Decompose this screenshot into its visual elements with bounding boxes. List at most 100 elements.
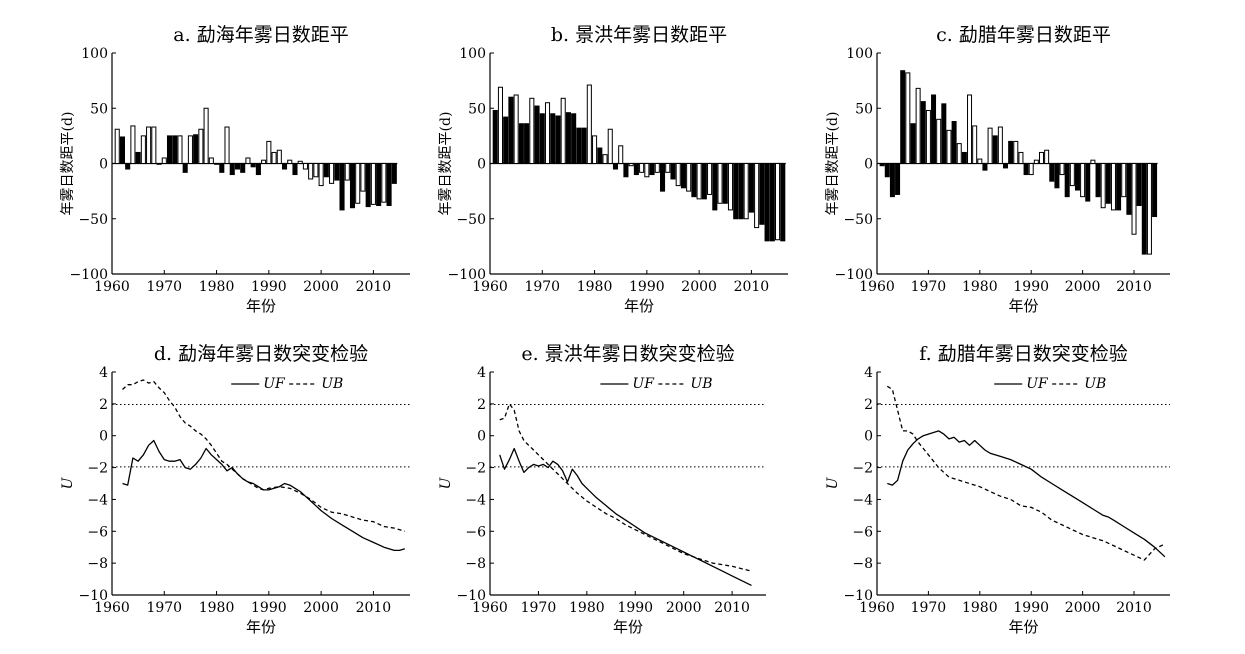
bar bbox=[240, 163, 246, 173]
bar bbox=[961, 151, 967, 164]
x-tick-label: 1990 bbox=[251, 279, 287, 295]
x-tick-label: 1990 bbox=[617, 600, 653, 616]
bar bbox=[555, 115, 561, 164]
bar bbox=[743, 163, 749, 220]
legend-label-uf: UF bbox=[632, 376, 655, 392]
x-tick-label: 2000 bbox=[303, 279, 339, 295]
bar bbox=[780, 163, 786, 242]
bar bbox=[130, 125, 136, 164]
x-tick-label: 1960 bbox=[94, 279, 130, 295]
bar bbox=[717, 163, 723, 204]
panel-title: b. 景洪年雾日数距平 bbox=[551, 24, 727, 46]
bar bbox=[659, 163, 666, 192]
bar bbox=[1064, 163, 1070, 198]
bar bbox=[680, 163, 686, 189]
y-tick-label: 4 bbox=[99, 365, 108, 381]
bar bbox=[513, 94, 519, 164]
bar bbox=[592, 135, 598, 164]
bar bbox=[936, 118, 942, 165]
y-tick-label: 0 bbox=[99, 429, 108, 445]
bar bbox=[313, 163, 319, 178]
y-tick-label: −4 bbox=[852, 492, 873, 508]
bar bbox=[581, 127, 587, 164]
series-line-ub bbox=[122, 379, 405, 532]
bar bbox=[597, 147, 603, 164]
bar bbox=[915, 87, 921, 164]
bar bbox=[234, 163, 241, 170]
panel-a: a. 勐海年雾日数距平 −100 −50 0 50 100 1960 1970 1980 1990… bbox=[60, 24, 410, 315]
bar bbox=[895, 163, 901, 195]
bar bbox=[292, 163, 298, 176]
bar bbox=[910, 123, 916, 164]
bar bbox=[675, 163, 681, 187]
bar bbox=[1038, 151, 1044, 164]
bar bbox=[550, 113, 556, 164]
bar bbox=[125, 163, 131, 170]
bar bbox=[1049, 163, 1055, 182]
x-tick-label: 2000 bbox=[303, 600, 339, 616]
bar bbox=[733, 163, 739, 220]
bar bbox=[245, 157, 251, 165]
bar bbox=[1080, 163, 1086, 198]
panel-d: d. 勐海年雾日数突变检验 −10 −8 −6 −4 −2 0 2 4 1960 1970 1980 1… bbox=[60, 343, 410, 636]
bar bbox=[529, 97, 535, 164]
y-tick-label: −4 bbox=[87, 492, 108, 508]
x-tick-label: 1980 bbox=[199, 279, 235, 295]
bar bbox=[524, 123, 530, 164]
x-axis-label: 年份 bbox=[246, 297, 276, 315]
y-tick-label: −100 bbox=[448, 267, 486, 283]
bar bbox=[1152, 163, 1158, 218]
y-axis-label: 年雾日数距平(d) bbox=[438, 112, 454, 216]
bar bbox=[956, 143, 962, 164]
bar bbox=[318, 163, 324, 187]
y-tick-label: 50 bbox=[90, 101, 108, 117]
y-tick-label: −8 bbox=[87, 556, 108, 572]
x-tick-label: 1960 bbox=[472, 600, 508, 616]
bar bbox=[649, 163, 655, 176]
bar bbox=[992, 135, 998, 164]
bar bbox=[607, 128, 613, 164]
bar bbox=[219, 163, 225, 173]
bar bbox=[146, 126, 152, 165]
bar bbox=[1105, 163, 1111, 204]
bar bbox=[1085, 163, 1091, 202]
bar bbox=[905, 72, 911, 164]
x-tick-label: 2000 bbox=[1065, 279, 1101, 295]
bar bbox=[941, 103, 947, 164]
bar bbox=[769, 163, 775, 242]
bar bbox=[1054, 163, 1060, 189]
bar bbox=[344, 163, 350, 181]
bar bbox=[654, 163, 660, 173]
y-tick-label: 100 bbox=[459, 46, 486, 62]
y-axis-label: 年雾日数距平(d) bbox=[825, 112, 841, 216]
x-tick-label: 2000 bbox=[1065, 600, 1101, 616]
bar bbox=[576, 127, 582, 164]
bar bbox=[691, 163, 697, 198]
bar bbox=[114, 128, 120, 164]
bar bbox=[686, 163, 692, 192]
bar bbox=[701, 163, 707, 200]
bar bbox=[738, 163, 744, 220]
bar bbox=[946, 129, 952, 165]
panel-title: e. 景洪年雾日数突变检验 bbox=[521, 343, 734, 365]
bar bbox=[276, 149, 282, 165]
bar bbox=[1126, 163, 1132, 215]
bar bbox=[775, 163, 781, 241]
bar bbox=[1044, 149, 1050, 165]
bar bbox=[972, 125, 978, 164]
y-axis-label: U bbox=[60, 476, 76, 489]
x-tick-label: 2010 bbox=[734, 279, 770, 295]
x-tick-label: 1980 bbox=[569, 600, 605, 616]
x-tick-label: 2010 bbox=[1116, 600, 1152, 616]
panel-title: f. 勐腊年雾日数突变检验 bbox=[919, 343, 1127, 365]
x-tick-label: 1960 bbox=[859, 279, 895, 295]
x-tick-label: 1970 bbox=[146, 279, 182, 295]
x-tick-label: 1970 bbox=[524, 279, 560, 295]
x-axis-label: 年份 bbox=[1008, 618, 1038, 636]
bar bbox=[1146, 163, 1152, 255]
y-tick-label: 2 bbox=[99, 397, 108, 413]
y-axis-label: 年雾日数距平(d) bbox=[60, 112, 76, 216]
y-tick-label: −2 bbox=[852, 461, 873, 477]
bar bbox=[1023, 163, 1029, 176]
bar bbox=[177, 135, 183, 164]
